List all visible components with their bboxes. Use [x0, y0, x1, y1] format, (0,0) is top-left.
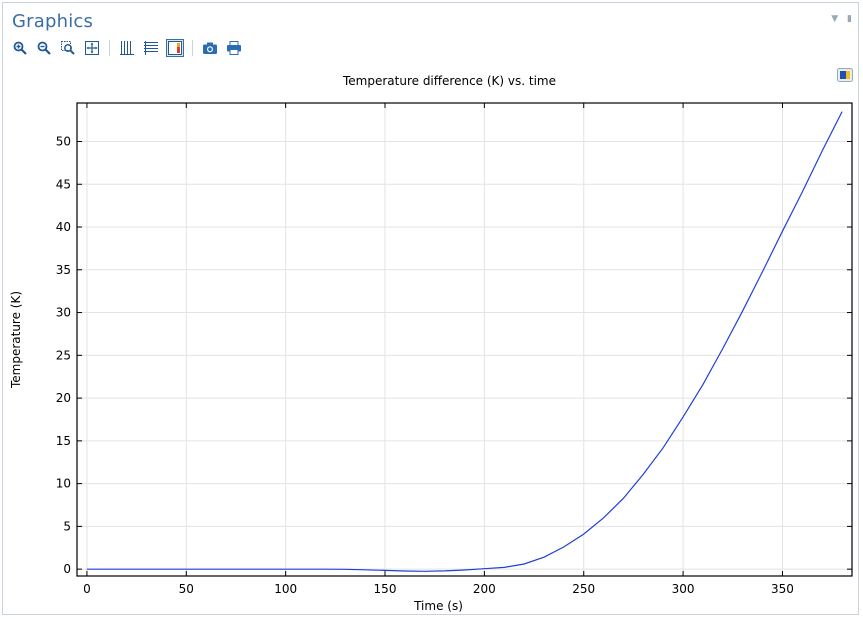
camera-icon — [203, 42, 217, 54]
y-tick-label: 45 — [56, 177, 71, 191]
zoom-out-button[interactable] — [35, 39, 53, 57]
x-tick-label: 50 — [179, 582, 194, 596]
x-tick-label: 250 — [572, 582, 595, 596]
color-legend-icon — [837, 68, 853, 82]
series-line — [86, 111, 843, 572]
plot-area[interactable]: Temperature difference (K) vs. time 0 50 10… — [3, 63, 858, 614]
y-axis-label: Temperature (K) — [9, 291, 23, 389]
x-tick-label: 350 — [771, 582, 794, 596]
x-tick-label: 0 — [83, 582, 91, 596]
zoom-box-icon — [61, 41, 75, 55]
zoom-extents-icon — [85, 41, 99, 55]
color-legend-button[interactable] — [837, 68, 853, 82]
zoom-extents-button[interactable] — [83, 39, 101, 57]
zoom-in-button[interactable] — [11, 39, 29, 57]
y-tick-label: 30 — [56, 306, 71, 320]
graphics-toolbar — [11, 38, 249, 58]
zoom-box-button[interactable] — [59, 39, 77, 57]
show-legends-icon — [168, 41, 182, 55]
zoom-in-icon — [13, 41, 27, 55]
x-tick-label: 150 — [374, 582, 397, 596]
plot-frame — [76, 102, 853, 577]
y-tick-label: 40 — [56, 220, 71, 234]
y-tick-label: 50 — [56, 134, 71, 148]
y-tick-label: 10 — [56, 477, 71, 491]
image-snapshot-button[interactable] — [201, 39, 219, 57]
y-tick-label: 15 — [56, 434, 71, 448]
show-grid-button[interactable] — [118, 39, 136, 57]
print-icon — [227, 41, 241, 55]
print-button[interactable] — [225, 39, 243, 57]
y-tick-label: 20 — [56, 391, 71, 405]
show-grid-icon — [120, 41, 134, 55]
zoom-out-icon — [37, 41, 51, 55]
panel-controls: ▼ ▮ — [825, 14, 852, 24]
toolbar-separator — [109, 40, 110, 56]
chevron-down-icon[interactable]: ▼ — [831, 14, 839, 24]
show-legends-button[interactable] — [166, 39, 184, 57]
x-tick-label: 200 — [473, 582, 496, 596]
y-tick-label: 35 — [56, 263, 71, 277]
show-axes-icon — [144, 41, 158, 55]
y-tick-label: 25 — [56, 348, 71, 362]
pin-icon[interactable]: ▮ — [847, 14, 852, 24]
toolbar-separator — [192, 40, 193, 56]
x-axis-label: Time (s) — [413, 599, 463, 613]
y-tick-label: 0 — [63, 562, 71, 576]
plot-background — [77, 103, 852, 576]
x-tick-label: 300 — [672, 582, 695, 596]
show-axes-button[interactable] — [142, 39, 160, 57]
x-tick-label: 100 — [274, 582, 297, 596]
chart-title: Temperature difference (K) vs. time — [342, 74, 556, 88]
y-tick-label: 5 — [63, 519, 71, 533]
panel-title: Graphics — [12, 11, 94, 32]
